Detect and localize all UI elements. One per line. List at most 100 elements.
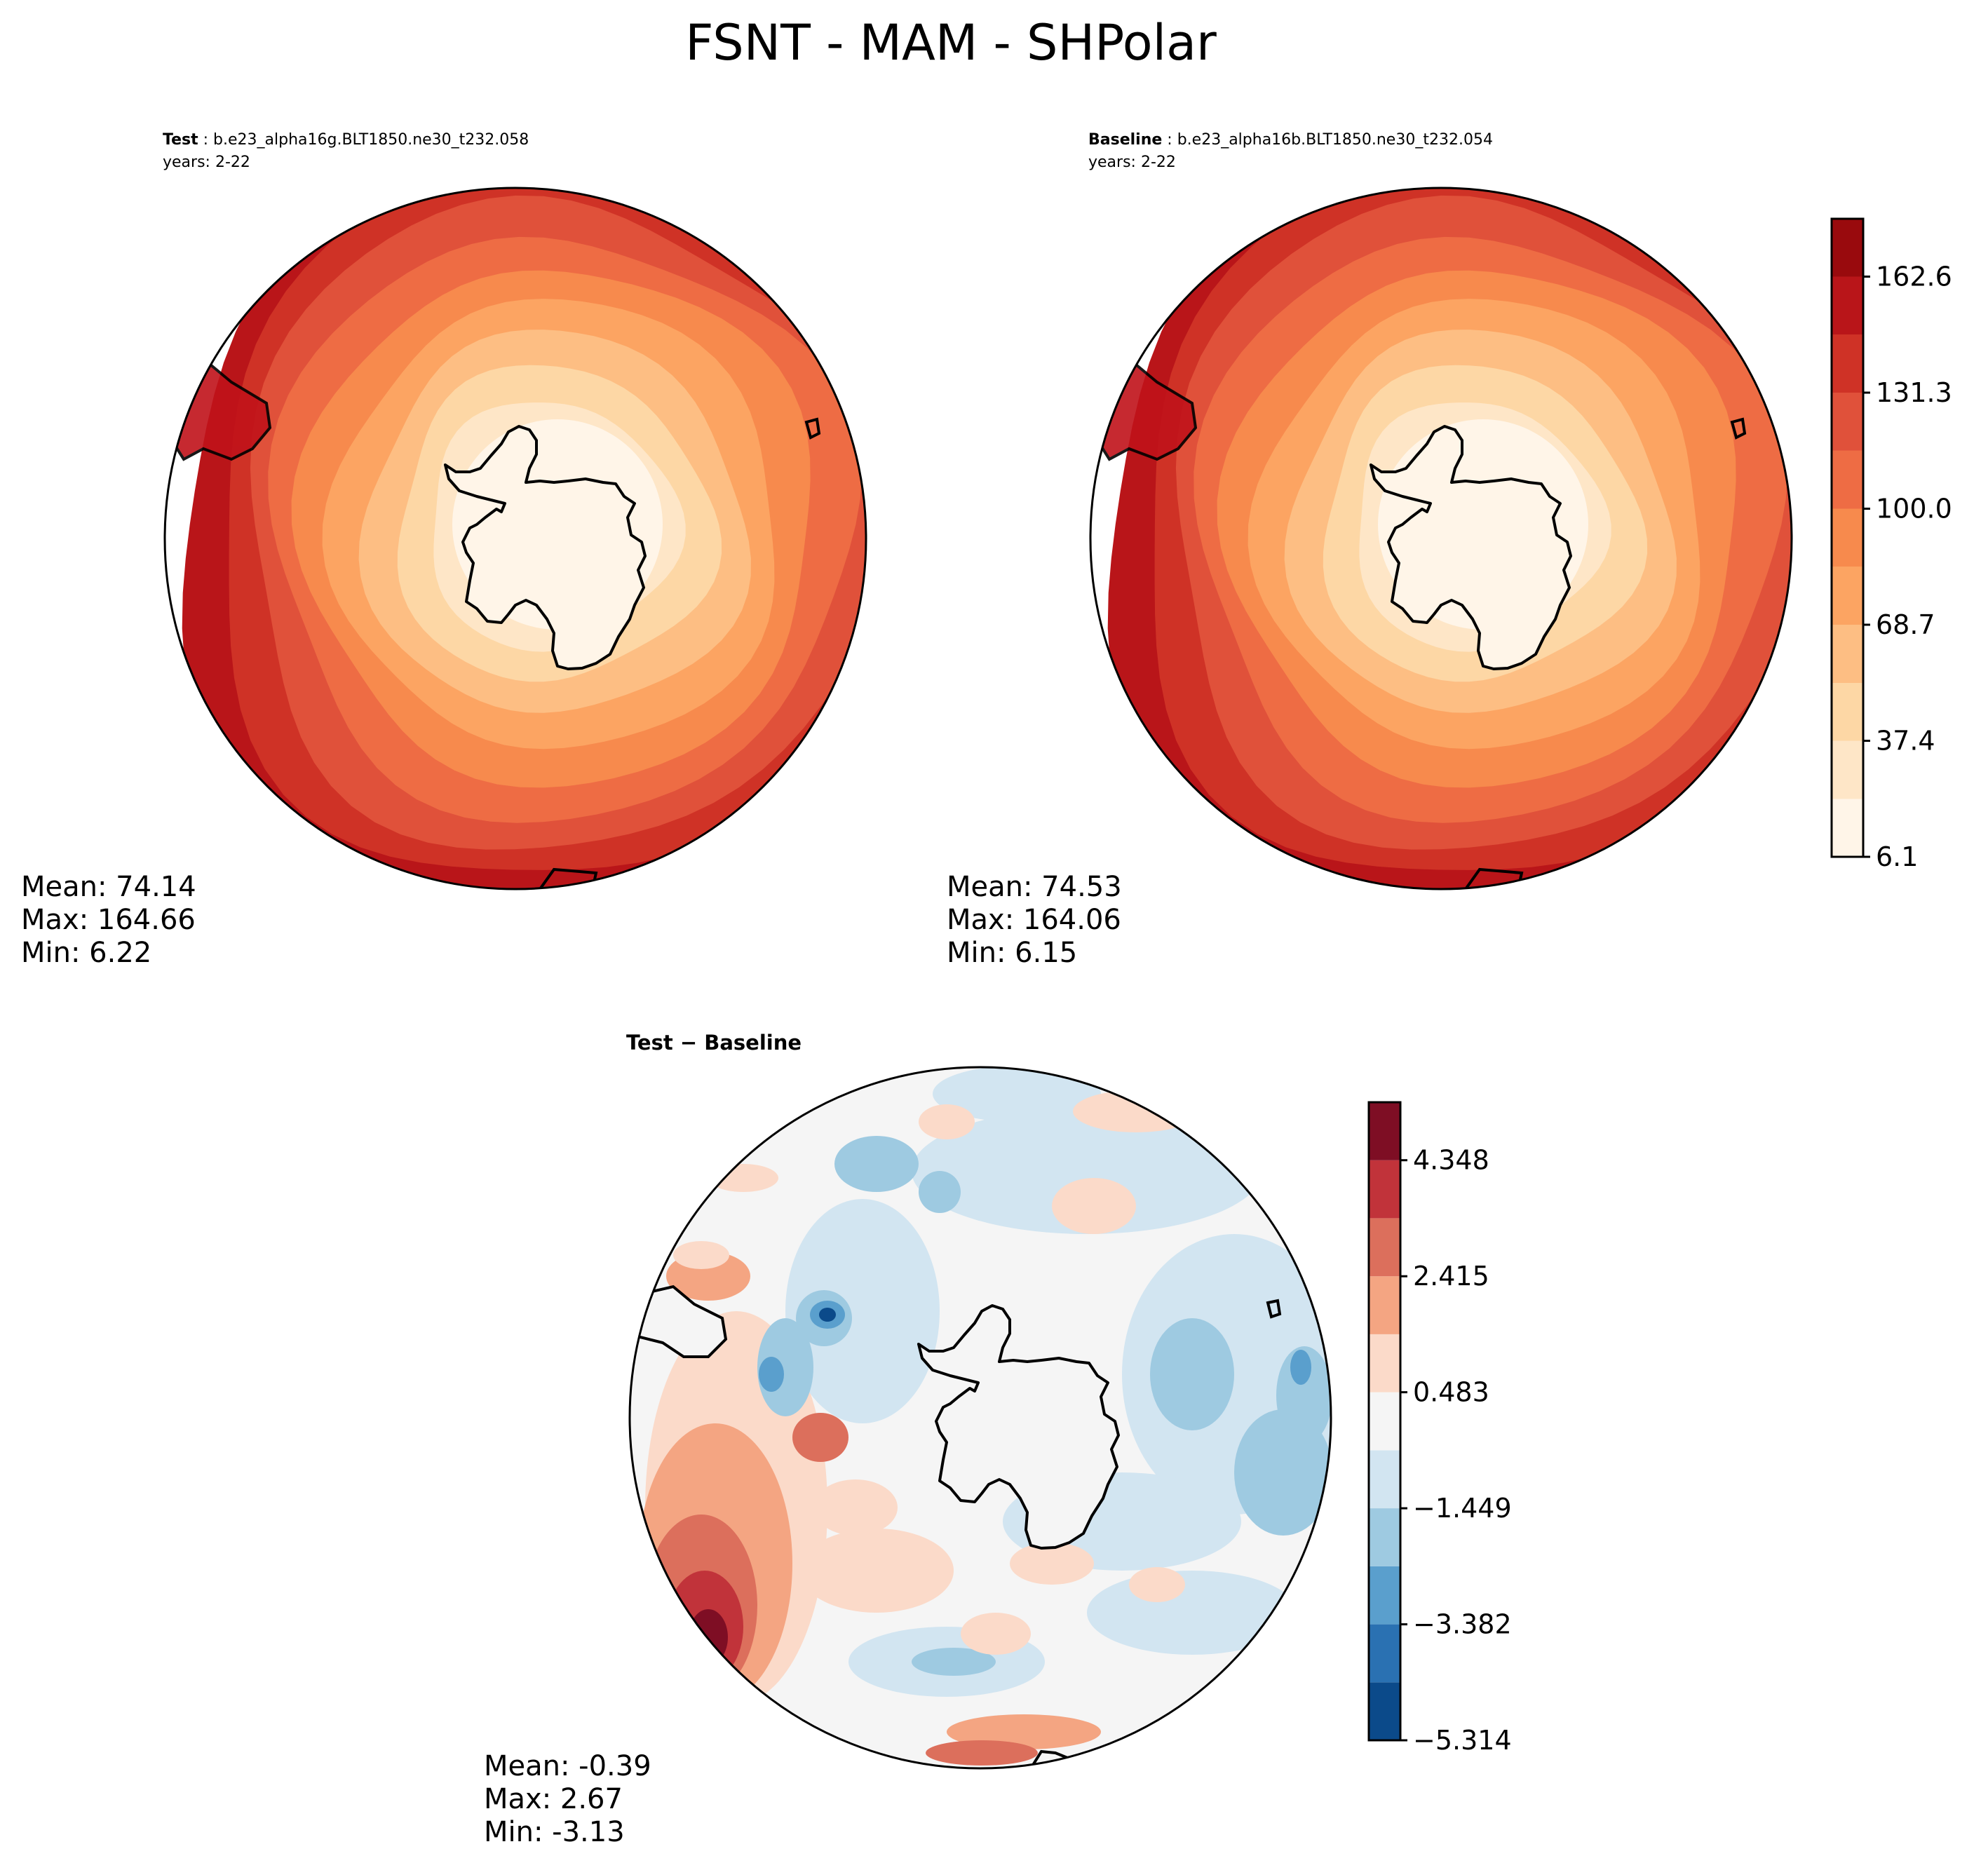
test-max: Max: 164.66: [21, 904, 196, 936]
baseline-colorbar-tick-label: 68.7: [1876, 609, 1935, 640]
difference-max: Max: 2.67: [484, 1783, 623, 1815]
difference-colorbar-tick-label: −1.449: [1413, 1493, 1512, 1524]
difference-contour-patch: [799, 1529, 954, 1613]
baseline-colorbar-segment: [1832, 567, 1863, 625]
difference-contour-patch: [1150, 1318, 1234, 1430]
baseline-colorbar-tick-label: 6.1: [1876, 841, 1918, 872]
baseline-colorbar-tick-label: 131.3: [1876, 377, 1952, 408]
baseline-case-line: Baseline : b.e23_alpha16b.BLT1850.ne30_t…: [1088, 131, 1493, 149]
difference-colorbar-segment: [1369, 1566, 1400, 1625]
baseline-min: Min: 6.15: [947, 937, 1077, 969]
test-case-line: Test : b.e23_alpha16g.BLT1850.ne30_t232.…: [163, 131, 529, 149]
difference-contour-patch: [926, 1740, 1038, 1766]
difference-map-boundary: [628, 1066, 1332, 1770]
difference-colorbar-tick-label: 2.415: [1413, 1261, 1489, 1292]
difference-contour-patch: [673, 1241, 729, 1269]
difference-contour-patch: [819, 1308, 836, 1322]
panel-test: Test : b.e23_alpha16g.BLT1850.ne30_t232.…: [21, 131, 867, 969]
difference-contour-patch: [813, 1479, 898, 1536]
difference-contour-patch: [1073, 1090, 1199, 1132]
difference-colorbar-tick-label: 0.483: [1413, 1377, 1489, 1408]
difference-colorbar-segment: [1369, 1508, 1400, 1566]
baseline-colorbar-segment: [1832, 508, 1863, 567]
baseline-colon: :: [1167, 131, 1177, 149]
difference-contour-patch: [919, 1171, 961, 1213]
test-colon: :: [203, 131, 213, 149]
difference-contour-patch: [933, 1067, 1101, 1122]
difference-contour-patch: [1052, 1178, 1136, 1234]
difference-colorbar-tick-label: 4.348: [1413, 1145, 1489, 1176]
test-map-boundary: [163, 187, 867, 890]
difference-contour-patch: [912, 1648, 996, 1676]
baseline-colorbar-segment: [1832, 799, 1863, 857]
baseline-years: years: 2-22: [1088, 154, 1176, 171]
difference-colorbar-segment: [1369, 1218, 1400, 1277]
test-antarctica-coastline: [444, 425, 647, 670]
baseline-map-boundary: [1089, 187, 1793, 890]
test-map: [165, 188, 866, 889]
baseline-colorbar-segment: [1832, 393, 1863, 451]
panel-difference: Test − Baseline Mean: -0.39 Max: 2.67 Mi…: [484, 1031, 1512, 1848]
baseline-colorbar-segment: [1832, 683, 1863, 741]
difference-contour-patch: [961, 1613, 1031, 1655]
baseline-max: Max: 164.06: [947, 904, 1121, 936]
difference-field-patches: [638, 1067, 1331, 1766]
difference-title: Test − Baseline: [626, 1031, 802, 1055]
difference-colorbar-tick-label: −3.382: [1413, 1609, 1512, 1640]
difference-contour-patch: [708, 1164, 778, 1192]
difference-contour-patch: [919, 1104, 975, 1139]
difference-contour-patch: [1129, 1567, 1185, 1602]
baseline-mean: Mean: 74.53: [947, 871, 1122, 903]
baseline-colorbar-segment: [1832, 276, 1863, 334]
baseline-colorbar: 6.1 37.4 68.7 100.0 131.3 162.6: [1830, 217, 1952, 872]
baseline-colorbar-frame: [1830, 217, 1865, 858]
difference-contour-patch: [792, 1413, 848, 1462]
difference-antarctica-coastline: [917, 1304, 1120, 1550]
difference-contour-patch: [834, 1136, 919, 1192]
baseline-colorbar-segment: [1832, 625, 1863, 683]
baseline-island-outline: [1730, 417, 1747, 440]
difference-contour-patch: [1010, 1543, 1094, 1585]
difference-colorbar-segment: [1369, 1102, 1400, 1160]
test-case-name: b.e23_alpha16g.BLT1850.ne30_t232.058: [213, 131, 529, 149]
test-mean: Mean: 74.14: [21, 871, 196, 903]
difference-colorbar-segment: [1369, 1682, 1400, 1740]
difference-colorbar-segment: [1369, 1450, 1400, 1509]
baseline-colorbar-tick-label: 100.0: [1876, 494, 1952, 524]
difference-contour-patch: [1290, 1350, 1311, 1385]
baseline-case-name: b.e23_alpha16b.BLT1850.ne30_t232.054: [1177, 131, 1493, 149]
difference-contour-patch: [912, 1108, 1262, 1234]
difference-colorbar-segment: [1369, 1624, 1400, 1683]
baseline-colorbar-segment: [1832, 219, 1863, 277]
baseline-colorbar-tick-label: 162.6: [1876, 262, 1952, 292]
difference-island-outline: [1266, 1299, 1282, 1319]
baseline-map: [1090, 188, 1792, 889]
difference-colorbar-segment: [1369, 1276, 1400, 1334]
difference-colorbar-segment: [1369, 1160, 1400, 1219]
baseline-colorbar-tick-label: 37.4: [1876, 726, 1935, 757]
difference-mean: Mean: -0.39: [484, 1750, 651, 1782]
difference-colorbar-tick-label: −5.314: [1413, 1725, 1512, 1756]
difference-map: [630, 1067, 1331, 1768]
test-min: Min: 6.22: [21, 937, 151, 969]
figure-title: FSNT - MAM - SHPolar: [685, 14, 1217, 72]
difference-colorbar: −5.314 −3.382 −1.449 0.483 2.415 4.348: [1367, 1101, 1512, 1756]
difference-contour-patch: [759, 1357, 784, 1392]
baseline-antarctica-coastline: [1370, 425, 1572, 670]
test-years: years: 2-22: [163, 154, 250, 171]
test-title-label: Test: [163, 131, 198, 149]
difference-contour-patch: [1087, 1571, 1297, 1655]
baseline-colorbar-segment: [1832, 450, 1863, 509]
difference-contour-patch: [1234, 1409, 1331, 1536]
baseline-colorbar-segment: [1832, 334, 1863, 393]
difference-colorbar-segment: [1369, 1392, 1400, 1451]
difference-min: Min: -3.13: [484, 1816, 625, 1848]
difference-colorbar-frame: [1367, 1101, 1402, 1742]
baseline-colorbar-segment: [1832, 740, 1863, 799]
difference-contour-patch: [785, 1199, 940, 1423]
baseline-title-label: Baseline: [1088, 131, 1162, 149]
test-island-outline: [804, 417, 821, 440]
difference-colorbar-segment: [1369, 1334, 1400, 1393]
panel-baseline: Baseline : b.e23_alpha16b.BLT1850.ne30_t…: [947, 131, 1952, 969]
